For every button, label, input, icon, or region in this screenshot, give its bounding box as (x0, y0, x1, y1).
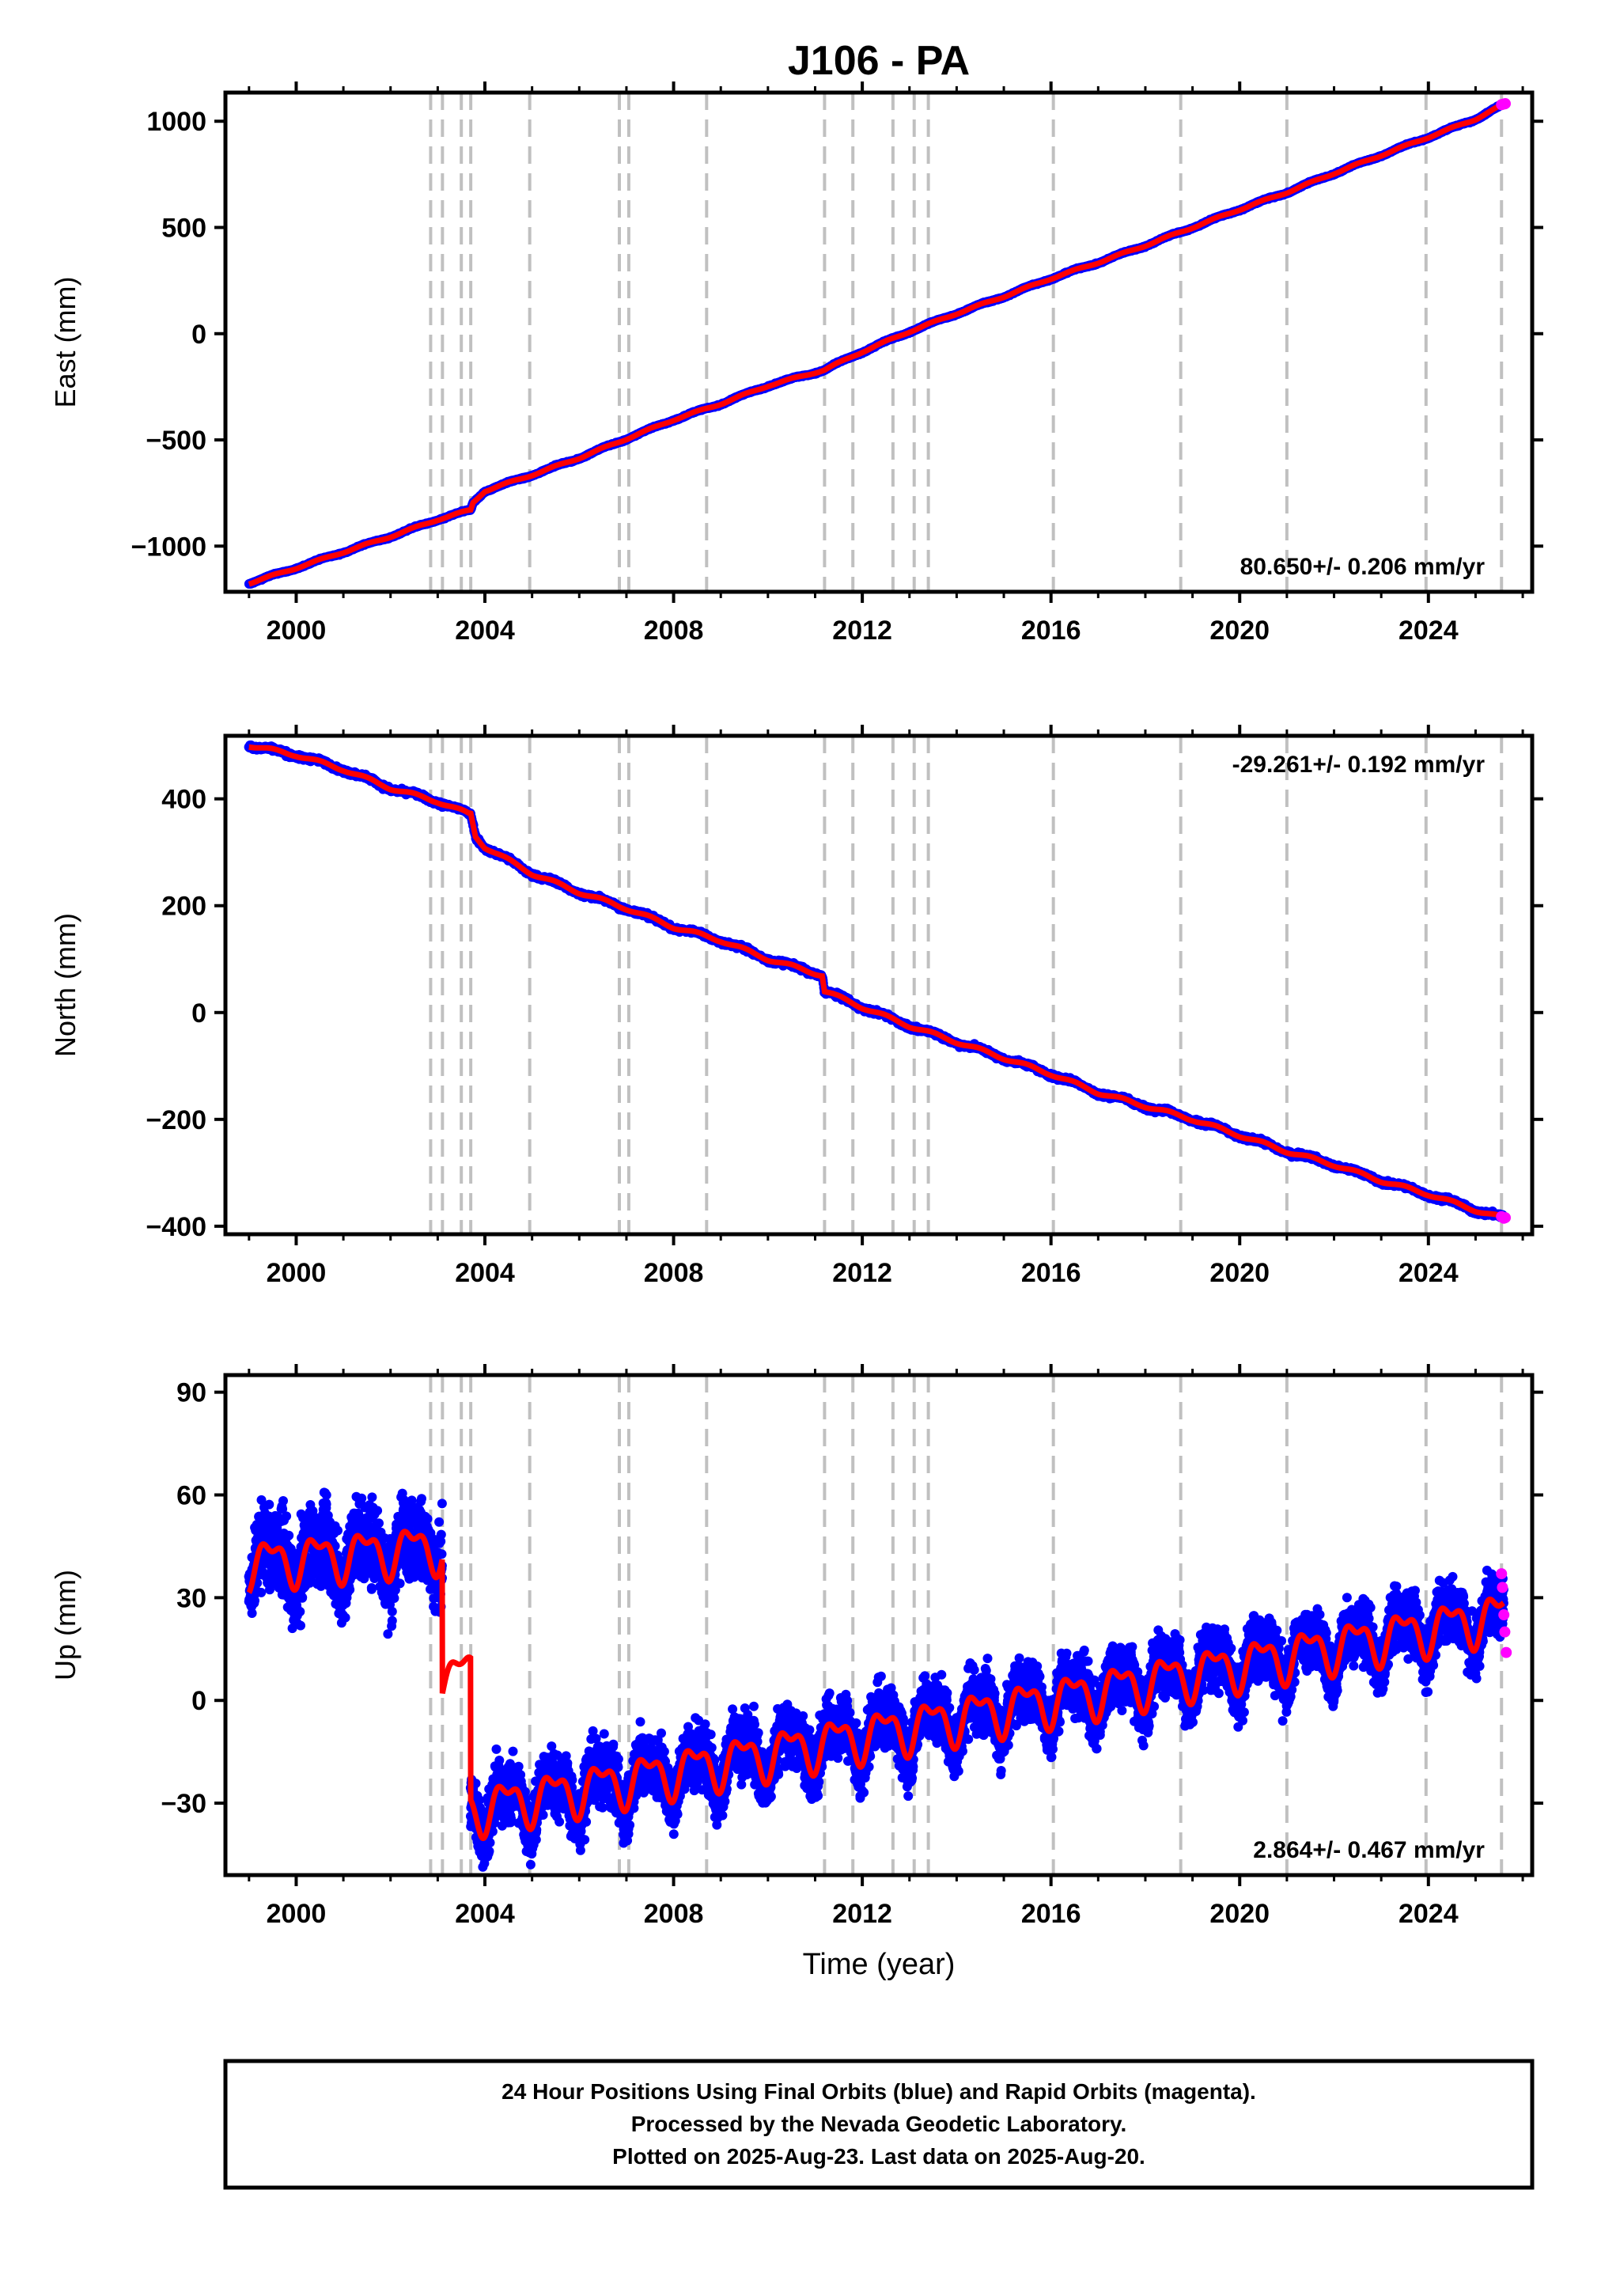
break-lines (429, 736, 1504, 1234)
panel-east: 2000 2004 2008 2012 2016 2020 2024 1000 500 0 −500… (49, 81, 1543, 646)
x-tick-label: 2004 (455, 616, 515, 646)
y-tick-label: −500 (146, 426, 206, 456)
break-lines (429, 93, 1504, 592)
x-tick-label: 2012 (832, 616, 892, 646)
x-tick-label: 2024 (1399, 616, 1459, 646)
x-tick-label: 2016 (1021, 616, 1081, 646)
east-axis-label: East (mm) (49, 277, 81, 408)
rapid-point (1500, 97, 1512, 109)
x-tick-label: 2008 (644, 616, 704, 646)
y-tick-label: −1000 (131, 532, 207, 562)
final-orbit-points (244, 740, 1508, 1222)
rapid-orbit-points (1496, 97, 1512, 111)
panel-north: 2000 2004 2008 2012 2016 2020 20244002000−200−… (49, 725, 1543, 1288)
x-tick-label: 2000 (267, 616, 327, 646)
y-tick-label: 500 (161, 214, 206, 244)
chart-title: J106 - PA (788, 38, 970, 84)
x-tick-label: 2020 (1209, 616, 1270, 646)
y-tick-label: 0 (191, 320, 206, 350)
y-tick-label: 1000 (146, 107, 206, 137)
east-rate-label: 80.650+/- 0.206 mm/yr (1240, 554, 1486, 580)
